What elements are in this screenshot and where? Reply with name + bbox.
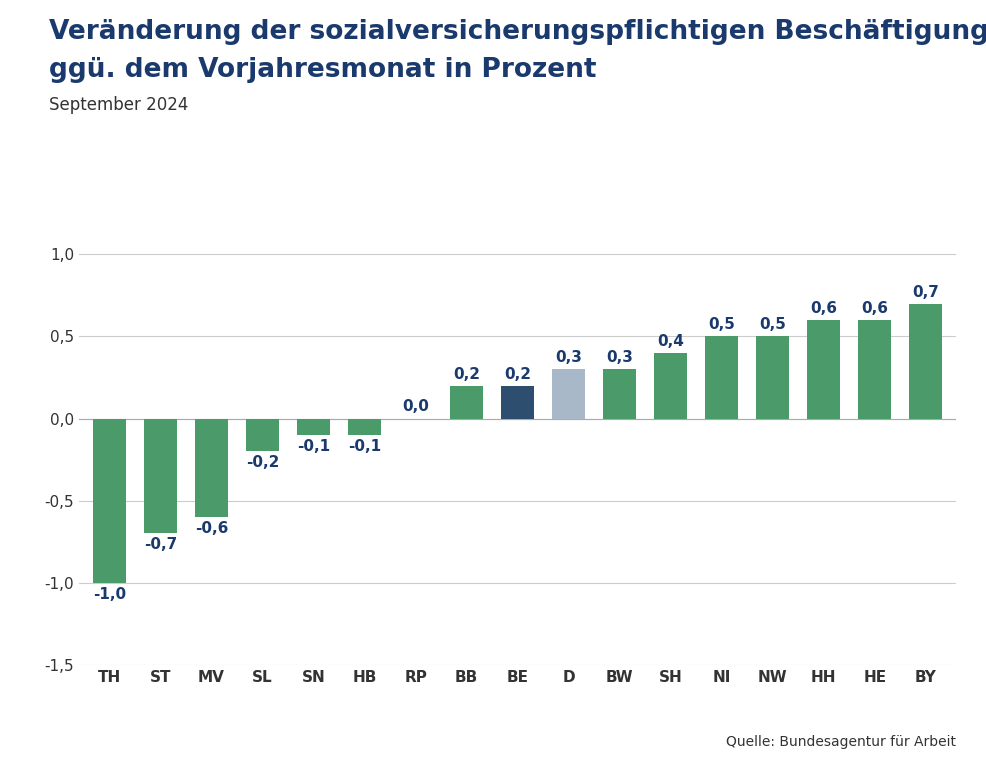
Text: 0,2: 0,2	[454, 367, 480, 381]
Text: -0,2: -0,2	[246, 455, 279, 471]
Text: Veränderung der sozialversicherungspflichtigen Beschäftigung: Veränderung der sozialversicherungspflic…	[49, 19, 986, 45]
Bar	[808, 320, 840, 419]
Text: 0,3: 0,3	[606, 350, 633, 365]
Bar	[195, 419, 228, 517]
Text: -0,7: -0,7	[144, 538, 177, 552]
Text: -1,0: -1,0	[93, 587, 126, 602]
Bar	[501, 386, 534, 419]
Bar	[756, 336, 790, 419]
Bar	[144, 419, 177, 533]
Text: September 2024: September 2024	[49, 96, 188, 114]
Text: 0,4: 0,4	[658, 334, 684, 348]
Bar	[348, 419, 382, 435]
Text: 0,6: 0,6	[862, 301, 888, 316]
Bar	[705, 336, 739, 419]
Bar	[93, 419, 126, 583]
Bar	[654, 353, 687, 419]
Text: 0,6: 0,6	[810, 301, 837, 316]
Text: ggü. dem Vorjahresmonat in Prozent: ggü. dem Vorjahresmonat in Prozent	[49, 57, 597, 83]
Text: 0,3: 0,3	[555, 350, 582, 365]
Text: Quelle: Bundesagentur für Arbeit: Quelle: Bundesagentur für Arbeit	[727, 735, 956, 749]
Text: -0,1: -0,1	[297, 439, 330, 454]
Bar	[909, 303, 943, 419]
Text: 0,5: 0,5	[759, 317, 786, 332]
Bar	[603, 369, 636, 419]
Bar	[297, 419, 330, 435]
Bar	[858, 320, 891, 419]
Text: -0,6: -0,6	[195, 521, 228, 536]
Text: 0,5: 0,5	[708, 317, 736, 332]
Bar	[246, 419, 279, 452]
Text: -0,1: -0,1	[348, 439, 382, 454]
Text: 0,0: 0,0	[402, 400, 429, 414]
Text: 0,7: 0,7	[912, 284, 940, 299]
Text: 0,2: 0,2	[504, 367, 531, 381]
Bar	[552, 369, 586, 419]
Bar	[450, 386, 483, 419]
